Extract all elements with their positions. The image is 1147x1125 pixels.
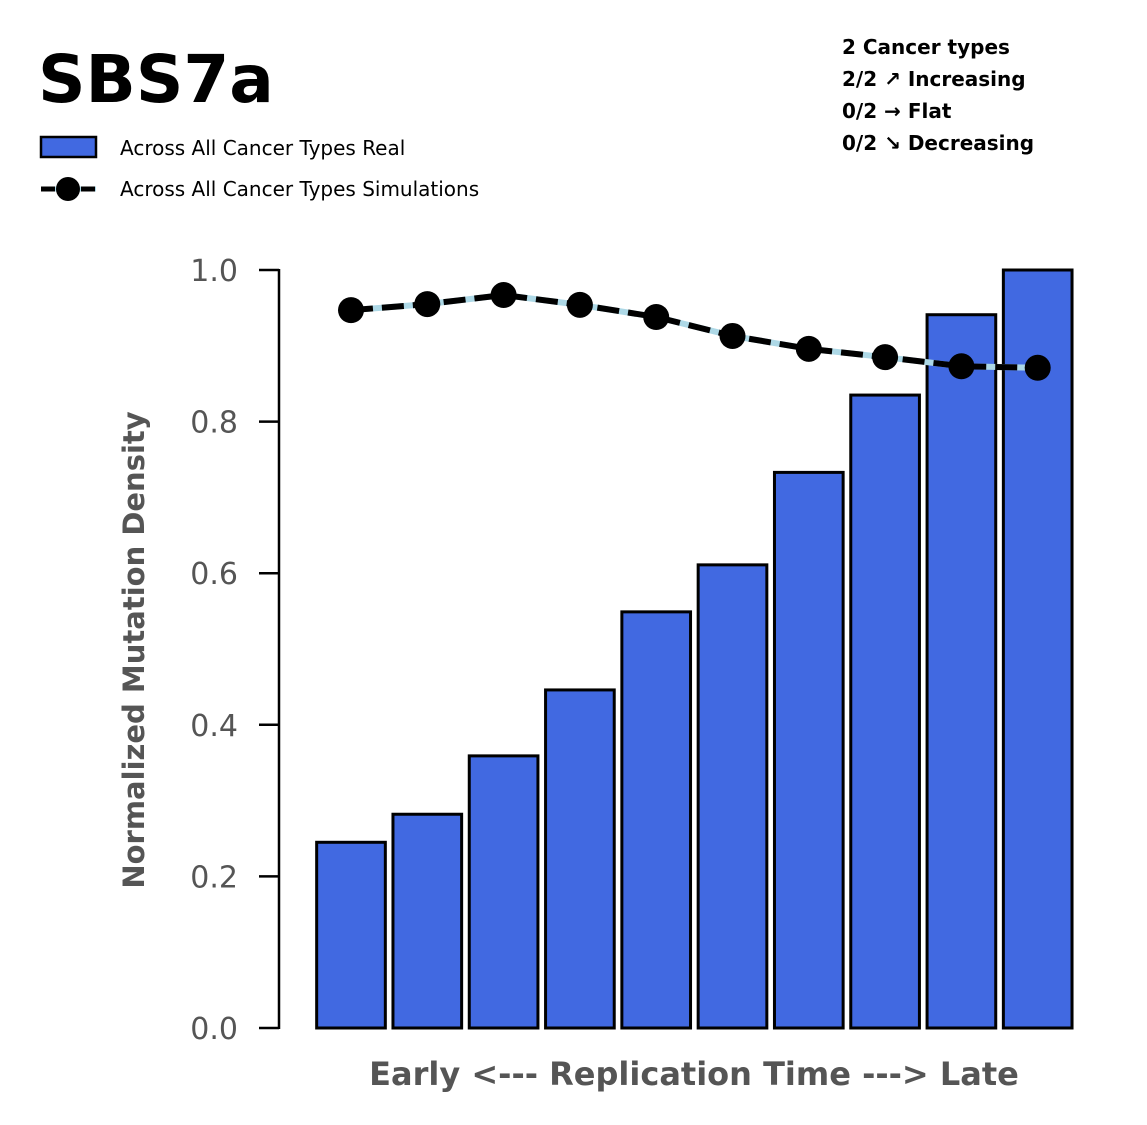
bar <box>772 470 845 1030</box>
simulation-point <box>414 291 441 318</box>
annotation-line: 0/2 → Flat <box>842 99 952 123</box>
legend-label-simulations: Across All Cancer Types Simulations <box>120 177 479 201</box>
simulation-point <box>872 344 899 371</box>
legend-bar-swatch <box>39 135 98 159</box>
y-axis-label: Normalized Mutation Density <box>117 411 151 888</box>
bar <box>315 840 387 1030</box>
simulation-point <box>795 335 822 362</box>
bar <box>544 688 616 1030</box>
simulation-line <box>338 282 1051 381</box>
bar <box>925 313 998 1030</box>
y-tick-label: 0.0 <box>190 1012 238 1047</box>
annotation-line: 2/2 ↗ Increasing <box>842 67 1026 91</box>
bar <box>620 610 693 1030</box>
simulation-point <box>948 353 975 380</box>
simulation-point <box>719 322 746 349</box>
annotation-line: 0/2 ↘ Decreasing <box>842 131 1034 155</box>
legend: Across All Cancer Types Real Across All … <box>39 135 479 201</box>
y-tick-label: 0.2 <box>190 860 238 895</box>
chart-title: SBS7a <box>38 41 274 118</box>
y-tick-label: 0.4 <box>190 709 238 744</box>
simulation-point <box>566 291 593 318</box>
simulation-point <box>643 303 670 330</box>
simulation-point <box>338 297 364 324</box>
y-ticks: 0.0 0.2 0.4 0.6 0.8 1.0 <box>190 254 279 1047</box>
simulation-line-path <box>350 291 1038 371</box>
legend-marker <box>56 177 80 201</box>
trend-annotation: 2 Cancer types 2/2 ↗ Increasing 0/2 → Fl… <box>842 35 1034 155</box>
bar <box>1001 268 1074 1030</box>
legend-label-real: Across All Cancer Types Real <box>120 136 405 160</box>
bars <box>315 268 1074 1030</box>
simulation-point <box>490 282 517 309</box>
bar <box>467 754 540 1030</box>
bar <box>391 812 464 1030</box>
annotation-line: 2 Cancer types <box>842 35 1010 59</box>
x-axis-label: Early <--- Replication Time ---> Late <box>369 1055 1019 1093</box>
simulation-point <box>1024 354 1051 381</box>
y-tick-label: 1.0 <box>190 254 238 289</box>
y-tick-label: 0.6 <box>190 557 238 592</box>
bar <box>849 393 921 1030</box>
bar <box>696 563 769 1030</box>
y-tick-label: 0.8 <box>190 406 238 441</box>
